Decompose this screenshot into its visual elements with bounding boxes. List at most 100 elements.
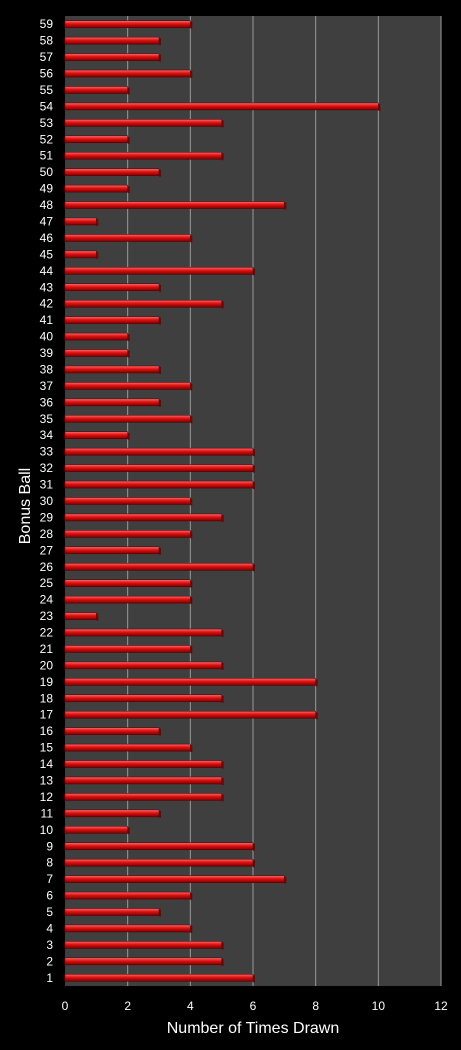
bar-end-shadow: [190, 925, 193, 933]
y-tick-label: 14: [40, 757, 54, 771]
x-tick-label: 10: [372, 999, 386, 1013]
bar: [64, 234, 191, 242]
bar: [64, 349, 128, 357]
bar: [64, 513, 222, 522]
y-tick-label: 25: [40, 576, 54, 590]
bar: [64, 365, 160, 374]
y-tick-label: 47: [40, 215, 54, 229]
bar-end-shadow: [221, 695, 224, 703]
y-tick-label: 57: [40, 50, 54, 64]
bar-end-shadow: [159, 728, 161, 736]
bar-end-shadow: [159, 547, 161, 555]
bar-end-shadow: [190, 597, 193, 605]
bar-end-shadow: [159, 317, 161, 325]
bar: [64, 530, 191, 538]
y-tick-label: 11: [41, 806, 54, 820]
y-tick-label: 39: [40, 346, 54, 360]
bar-end-shadow: [190, 531, 193, 539]
bar: [64, 53, 160, 61]
bar-end-shadow: [159, 169, 161, 177]
y-tick-label: 8: [46, 856, 53, 870]
y-tick-label: 45: [40, 247, 54, 261]
bar: [64, 908, 160, 916]
y-tick-label: 50: [40, 165, 54, 179]
bar-end-shadow: [221, 514, 224, 522]
bar-end-shadow: [190, 21, 193, 29]
bar: [64, 36, 160, 45]
bar: [64, 974, 254, 982]
bar: [64, 678, 316, 686]
y-tick-label: 17: [40, 708, 54, 722]
bar-end-shadow: [221, 630, 224, 638]
bar: [64, 464, 254, 472]
bar-end-shadow: [159, 284, 161, 292]
bar-end-shadow: [96, 613, 99, 621]
bar-end-shadow: [253, 860, 255, 868]
y-tick-label: 28: [40, 527, 54, 541]
bar: [64, 250, 97, 259]
bar: [64, 135, 128, 144]
bar-end-shadow: [221, 662, 224, 670]
bar: [64, 579, 191, 587]
y-axis-title: Bonus Ball: [17, 468, 34, 545]
bar-end-shadow: [253, 564, 255, 572]
y-tick-label: 4: [46, 921, 53, 935]
y-tick-label: 6: [46, 889, 53, 903]
bar-end-shadow: [253, 975, 255, 983]
bar: [64, 826, 128, 834]
bar-end-shadow: [159, 366, 161, 374]
bar-end-shadow: [127, 827, 130, 835]
y-tick-label: 13: [40, 773, 54, 787]
bar-end-shadow: [221, 777, 224, 785]
bar-end-shadow: [221, 794, 224, 802]
y-tick-label: 9: [46, 839, 53, 853]
bar-end-shadow: [315, 712, 318, 720]
bar-end-shadow: [159, 399, 161, 407]
bar: [64, 217, 97, 226]
bar: [64, 20, 191, 28]
bar-end-shadow: [221, 120, 224, 128]
y-tick-label: 33: [40, 445, 54, 459]
y-tick-label: 16: [40, 724, 54, 738]
bar: [64, 941, 222, 949]
bar: [64, 957, 222, 966]
bar: [64, 267, 254, 275]
bar-end-shadow: [190, 893, 193, 901]
bar-end-shadow: [315, 679, 318, 687]
y-tick-label: 53: [40, 116, 54, 130]
bar: [64, 102, 379, 111]
bar-end-shadow: [159, 810, 161, 818]
y-tick-label: 24: [40, 593, 54, 607]
x-tick-labels: 0 2 4 6 8 10 12: [62, 999, 448, 1013]
bar: [64, 842, 254, 851]
y-tick-label: 46: [40, 231, 54, 245]
bar: [64, 924, 191, 933]
bar: [64, 382, 191, 390]
y-tick-label: 55: [40, 83, 54, 97]
y-tick-label: 3: [46, 938, 53, 952]
bar-end-shadow: [221, 958, 224, 966]
y-tick-label: 44: [40, 264, 54, 278]
y-tick-label: 22: [40, 626, 54, 640]
bar: [64, 332, 128, 341]
bar: [64, 431, 128, 439]
bar: [64, 760, 222, 768]
bar: [64, 858, 254, 867]
bar-end-shadow: [159, 54, 161, 62]
bar: [64, 563, 254, 571]
x-tick-label: 12: [434, 999, 448, 1013]
bar: [64, 661, 222, 670]
bar-end-shadow: [253, 268, 255, 276]
x-tick-label: 6: [250, 999, 257, 1013]
x-tick-label: 8: [312, 999, 319, 1013]
bar-end-shadow: [127, 334, 130, 342]
y-tick-label: 38: [40, 362, 54, 376]
y-tick-label: 56: [40, 67, 54, 81]
y-tick-label: 5: [46, 905, 53, 919]
bar-end-shadow: [159, 38, 161, 46]
bar-end-shadow: [190, 383, 193, 391]
bar: [64, 497, 191, 505]
y-tick-label: 48: [40, 198, 54, 212]
y-tick-label: 30: [40, 494, 54, 508]
bar: [64, 119, 222, 127]
